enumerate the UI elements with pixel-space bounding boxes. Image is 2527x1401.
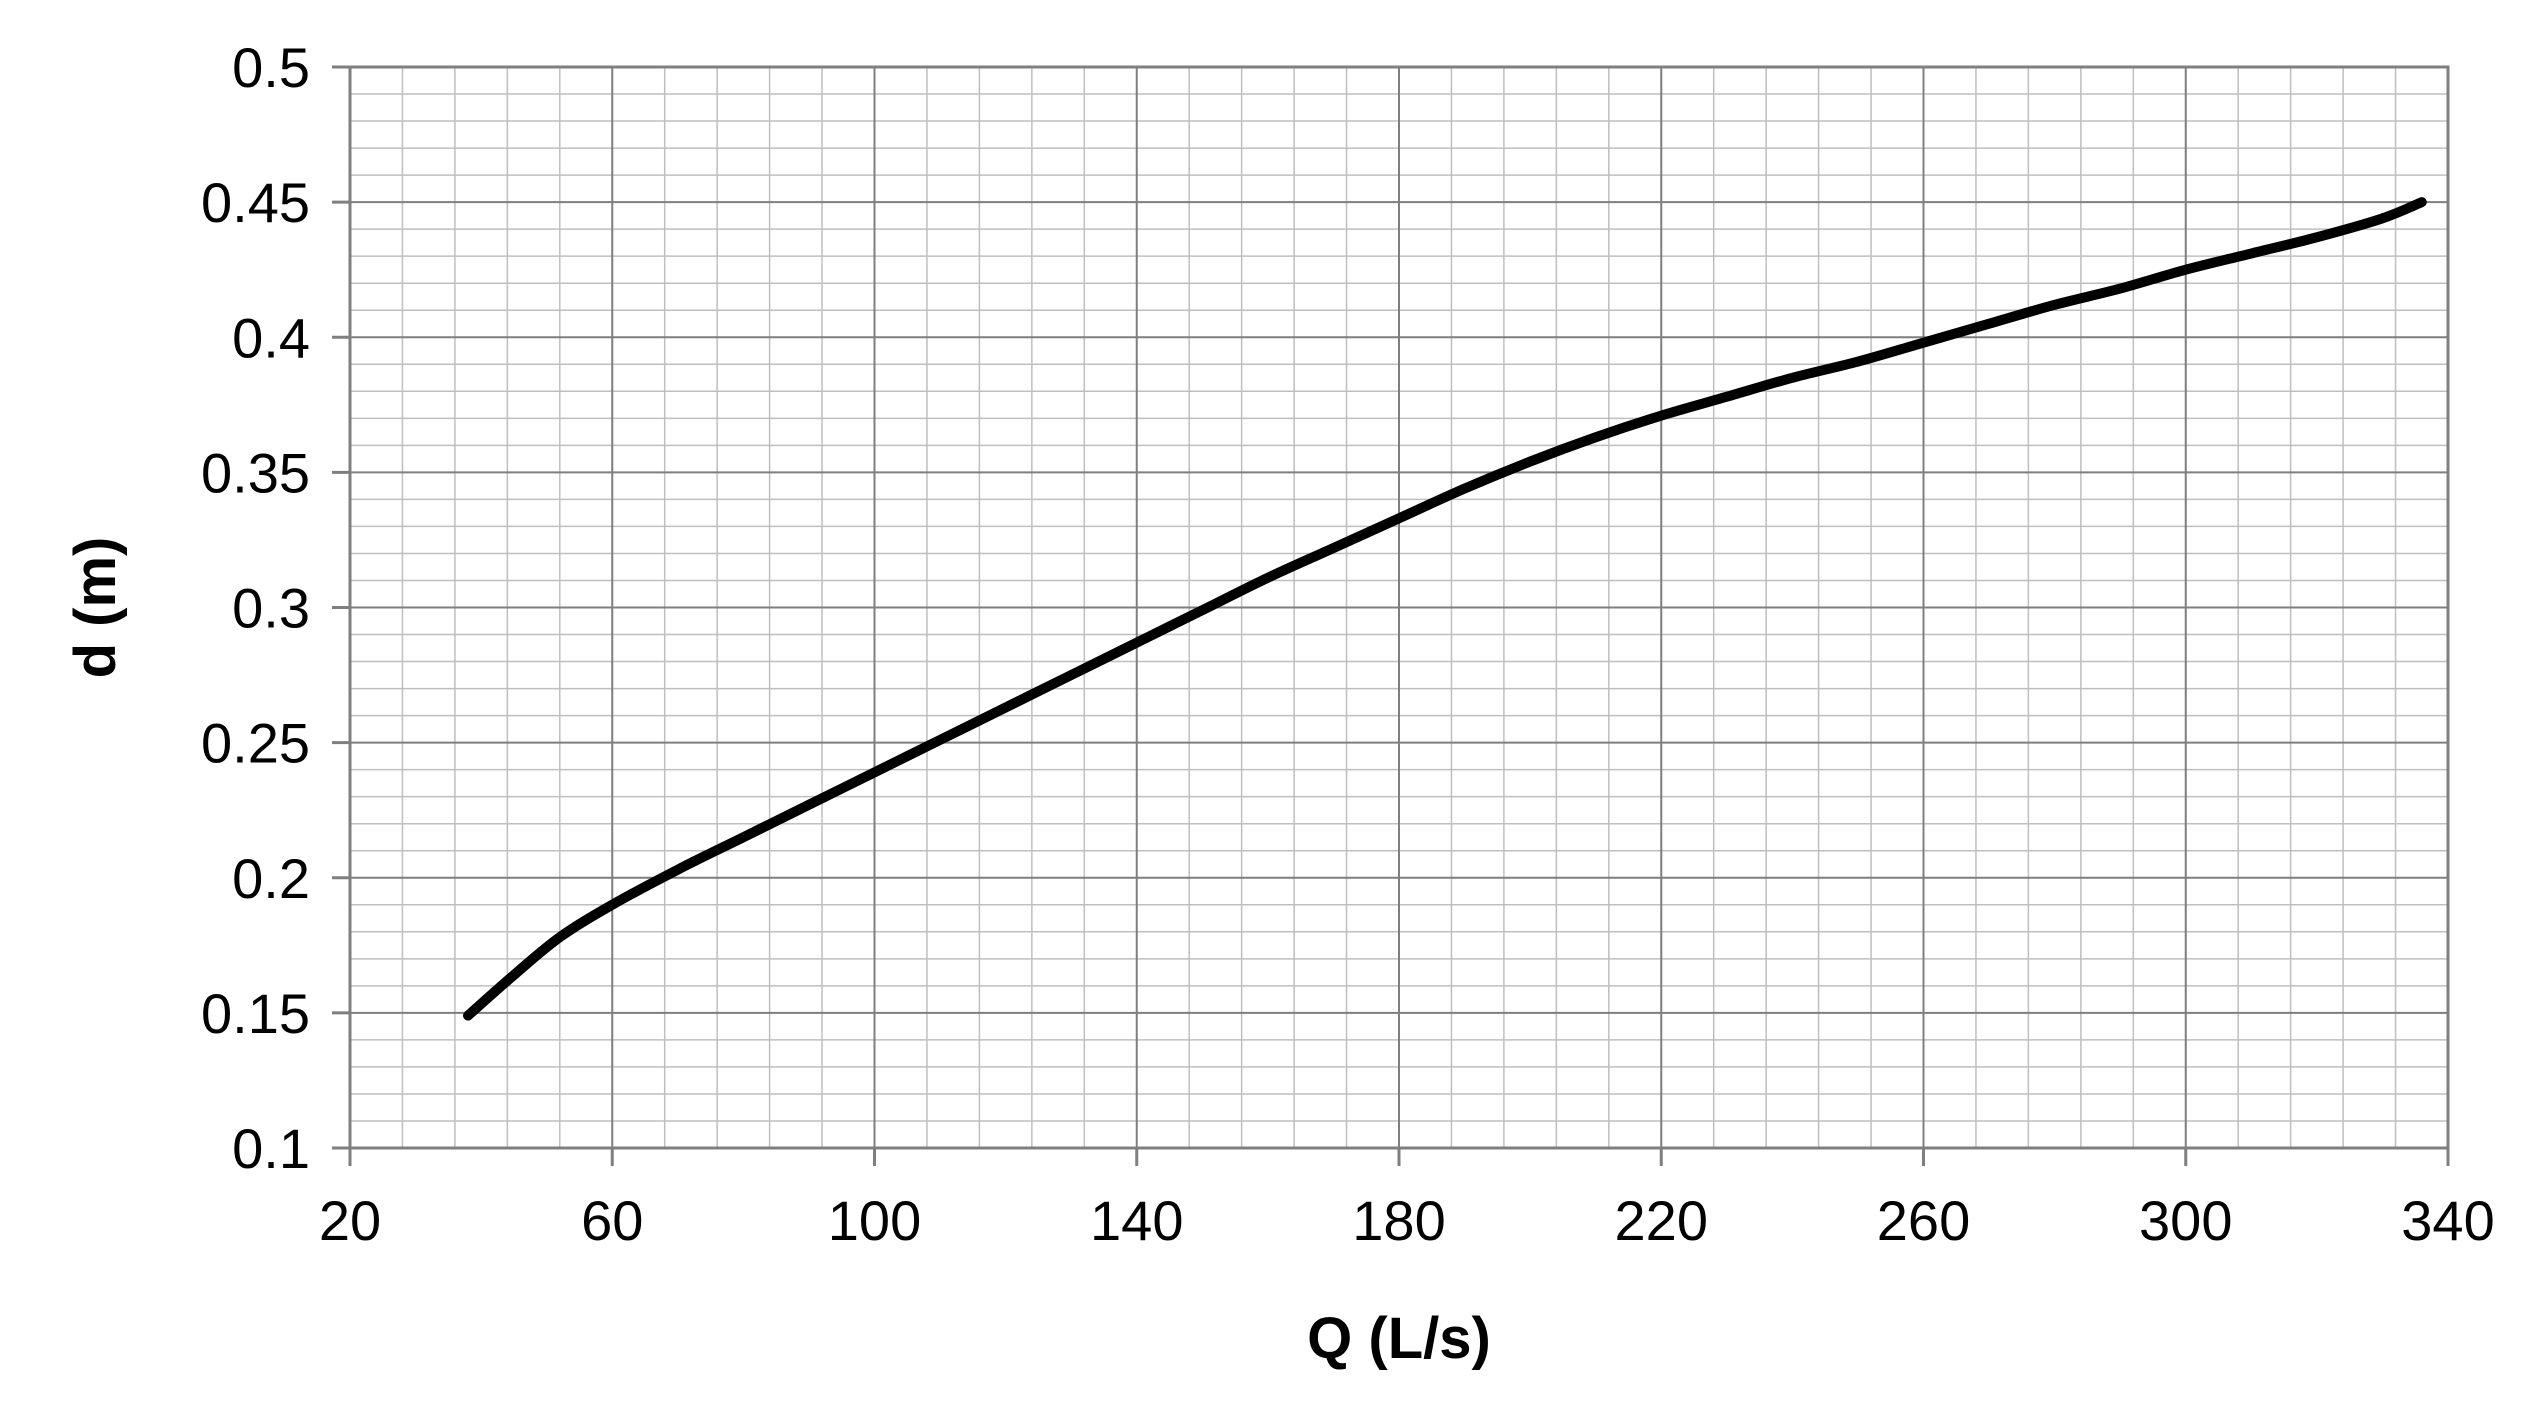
x-axis-title: Q (L/s) <box>1307 1306 1491 1371</box>
y-tick-label: 0.1 <box>232 1117 310 1180</box>
x-tick-label: 340 <box>2401 1189 2494 1252</box>
axis-ticks <box>332 65 2450 1166</box>
y-tick-label: 0.45 <box>201 171 310 234</box>
y-tick-label: 0.2 <box>232 847 310 910</box>
y-tick-label: 0.4 <box>232 306 310 369</box>
x-tick-label: 20 <box>319 1189 381 1252</box>
y-tick-label: 0.35 <box>201 441 310 504</box>
y-tick-label: 0.5 <box>232 36 310 99</box>
y-tick-label: 0.15 <box>201 982 310 1045</box>
x-tick-label: 100 <box>828 1189 921 1252</box>
x-tick-label: 180 <box>1352 1189 1445 1252</box>
x-tick-label: 260 <box>1877 1189 1970 1252</box>
y-tick-label: 0.25 <box>201 712 310 775</box>
x-tick-label: 60 <box>581 1189 643 1252</box>
x-tick-label: 140 <box>1090 1189 1183 1252</box>
series-group <box>463 197 2427 1021</box>
series-line <box>463 197 2427 1021</box>
y-tick-label: 0.3 <box>232 577 310 640</box>
x-tick-labels: 20 60 100 140 180 220 260 300 340 <box>319 1189 2495 1252</box>
y-axis-title: d (m) <box>63 537 128 679</box>
x-tick-label: 300 <box>2139 1189 2232 1252</box>
x-tick-label: 220 <box>1615 1189 1708 1252</box>
y-tick-labels: 0.1 0.15 0.2 0.25 0.3 0.35 0.4 0.45 0.5 <box>201 36 310 1180</box>
